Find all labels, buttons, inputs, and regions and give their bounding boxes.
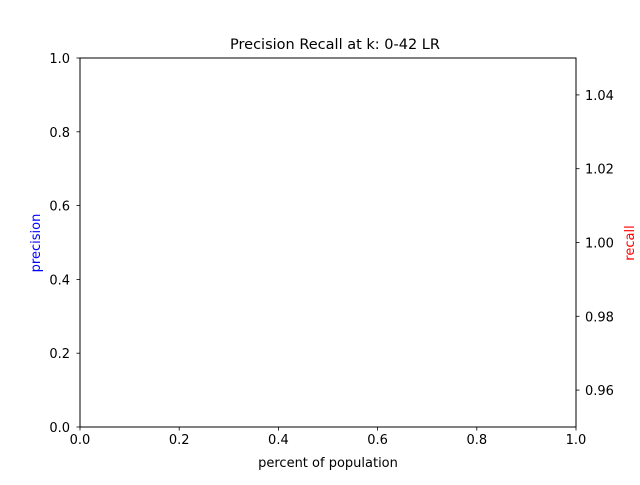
y-left-tick-label: 0.0 [49,421,70,436]
y-left-tick-label: 0.2 [49,347,70,362]
y-right-tick-label: 0.96 [585,384,614,399]
y-right-tick-label: 1.00 [585,237,614,252]
y-left-tick-label: 0.4 [49,273,70,288]
chart-title: Precision Recall at k: 0-42 LR [230,37,440,53]
y-left-tick-label: 1.0 [49,52,70,67]
x-tick-label: 1.0 [566,433,587,448]
y-left-axis-ticks: 0.0 0.2 0.4 0.6 0.8 1.0 [49,52,80,436]
y-left-tick-label: 0.8 [49,126,70,141]
y-left-tick-label: 0.6 [49,200,70,215]
y-right-axis-label: recall [623,225,638,260]
x-tick-label: 0.4 [268,433,289,448]
x-axis-label: percent of population [258,456,398,471]
y-right-tick-label: 1.04 [585,89,614,104]
x-axis-ticks: 0.0 0.2 0.4 0.6 0.8 1.0 [70,427,587,448]
y-right-tick-label: 1.02 [585,163,614,178]
x-tick-label: 0.8 [466,433,487,448]
x-tick-label: 0.2 [169,433,190,448]
y-left-axis-label: precision [29,214,44,273]
y-right-axis-ticks: 0.96 0.98 1.00 1.02 1.04 [576,89,614,399]
x-tick-label: 0.0 [70,433,91,448]
plot-area-frame [79,57,577,428]
y-right-tick-label: 0.98 [585,310,614,325]
x-tick-label: 0.6 [367,433,388,448]
